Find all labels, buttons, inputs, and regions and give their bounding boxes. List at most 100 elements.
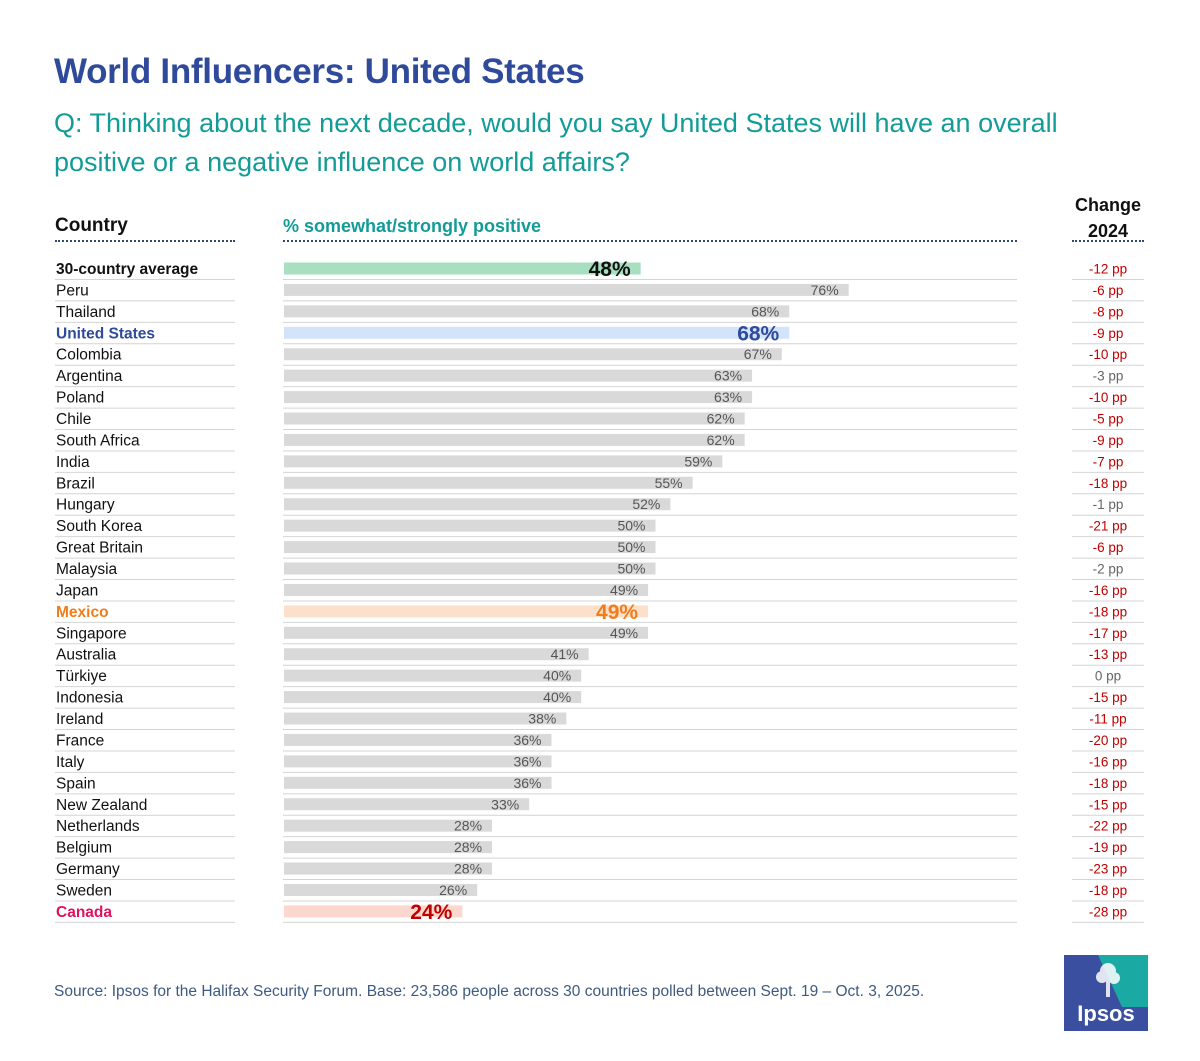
- change-value: -3 pp: [1093, 369, 1124, 384]
- country-label: Thailand: [56, 304, 115, 321]
- country-label: France: [56, 732, 104, 749]
- change-value: -15 pp: [1089, 797, 1127, 812]
- bar: [284, 905, 463, 918]
- bar-value-label: 52%: [632, 496, 660, 512]
- chart-row: Ireland 38% -11 pp: [55, 711, 1144, 731]
- country-label: 30-country average: [56, 261, 199, 278]
- country-label: Canada: [56, 904, 112, 921]
- change-value: -20 pp: [1089, 733, 1127, 748]
- change-value: -28 pp: [1089, 904, 1127, 919]
- bar-value-label: 59%: [684, 453, 712, 469]
- change-value: -9 pp: [1093, 326, 1124, 341]
- bar: [284, 776, 552, 789]
- chart-row: Indonesia 40% -15 pp: [55, 689, 1144, 709]
- bar-value-label: 28%: [454, 861, 482, 877]
- bar: [284, 712, 567, 725]
- change-value: -12 pp: [1089, 262, 1127, 277]
- chart-row: Singapore 49% -17 pp: [55, 625, 1144, 645]
- bar-value-label: 50%: [617, 561, 645, 577]
- bar: [284, 798, 530, 811]
- change-value: -5 pp: [1093, 412, 1124, 427]
- logo-wordmark: Ipsos: [1077, 1001, 1134, 1026]
- bar-value-label: 26%: [439, 882, 467, 898]
- bar: [284, 498, 671, 511]
- chart-row: Italy 36% -16 pp: [55, 753, 1144, 773]
- bar: [284, 262, 641, 275]
- chart-row: Colombia 67% -10 pp: [55, 346, 1144, 366]
- country-label: New Zealand: [56, 797, 147, 814]
- country-label: Colombia: [56, 347, 122, 364]
- country-label: Malaysia: [56, 561, 118, 578]
- bar-value-label: 24%: [410, 901, 452, 924]
- bar-value-label: 68%: [737, 322, 779, 345]
- chart-row: Canada 24% -28 pp: [55, 901, 1144, 924]
- chart-row: Hungary 52% -1 pp: [55, 496, 1144, 516]
- country-label: Argentina: [56, 368, 123, 385]
- bar: [284, 369, 753, 382]
- bar-value-label: 33%: [491, 796, 519, 812]
- bar-chart: 30-country average 48% -12 pp Peru 76% -6 pp T…: [55, 258, 1144, 924]
- bar: [284, 755, 552, 768]
- bar-value-label: 50%: [617, 518, 645, 534]
- change-value: -7 pp: [1093, 454, 1124, 469]
- country-label: Singapore: [56, 625, 127, 642]
- bar-value-label: 40%: [543, 689, 571, 705]
- bar-value-label: 28%: [454, 839, 482, 855]
- change-value: -13 pp: [1089, 647, 1127, 662]
- bar-value-label: 49%: [610, 625, 638, 641]
- country-label: Mexico: [56, 604, 109, 621]
- chart-row: Sweden 26% -18 pp: [55, 882, 1144, 902]
- change-value: -18 pp: [1089, 604, 1127, 619]
- bar: [284, 476, 693, 489]
- bar-value-label: 40%: [543, 668, 571, 684]
- bar: [284, 605, 649, 618]
- bar: [284, 819, 493, 832]
- country-label: United States: [56, 325, 155, 342]
- chart-row: Chile 62% -5 pp: [55, 411, 1144, 431]
- country-label: India: [56, 454, 90, 471]
- metric-header-divider: [283, 240, 1017, 242]
- bar-value-label: 49%: [610, 582, 638, 598]
- country-label: Poland: [56, 390, 104, 407]
- change-value: -21 pp: [1089, 519, 1127, 534]
- chart-row: South Korea 50% -21 pp: [55, 518, 1144, 538]
- chart-row: United States 68% -9 pp: [55, 322, 1144, 345]
- bar: [284, 733, 552, 746]
- ipsos-logo: Ipsos: [1064, 955, 1148, 1031]
- country-label: Italy: [56, 754, 85, 771]
- bar: [284, 283, 849, 296]
- change-value: -1 pp: [1093, 497, 1124, 512]
- chart-row: New Zealand 33% -15 pp: [55, 796, 1144, 816]
- bar-value-label: 63%: [714, 368, 742, 384]
- bar: [284, 391, 753, 404]
- bar: [284, 691, 582, 704]
- bar: [284, 648, 589, 661]
- change-value: -16 pp: [1089, 583, 1127, 598]
- bar: [284, 305, 790, 318]
- country-column-header: Country: [55, 215, 128, 236]
- country-label: Great Britain: [56, 540, 143, 557]
- country-label: Japan: [56, 582, 98, 599]
- change-value: -22 pp: [1089, 819, 1127, 834]
- chart-row: Spain 36% -18 pp: [55, 775, 1144, 795]
- bar-value-label: 41%: [551, 646, 579, 662]
- change-value: -11 pp: [1089, 712, 1126, 727]
- country-label: Brazil: [56, 475, 95, 492]
- chart-row: Netherlands 28% -22 pp: [55, 818, 1144, 838]
- chart-row: Argentina 63% -3 pp: [55, 368, 1144, 388]
- change-value: -16 pp: [1089, 754, 1127, 769]
- bar: [284, 348, 782, 361]
- country-label: South Africa: [56, 432, 140, 449]
- change-value: -8 pp: [1093, 304, 1124, 319]
- change-value: -19 pp: [1089, 840, 1127, 855]
- bar: [284, 412, 745, 425]
- chart-row: Türkiye 40% 0 pp: [55, 668, 1144, 688]
- chart-row: India 59% -7 pp: [55, 453, 1144, 473]
- country-label: Türkiye: [56, 668, 107, 685]
- bar: [284, 541, 656, 554]
- bar-value-label: 38%: [528, 711, 556, 727]
- change-value: -6 pp: [1093, 540, 1124, 555]
- bar: [284, 562, 656, 575]
- chart-row: France 36% -20 pp: [55, 732, 1144, 752]
- chart-row: Australia 41% -13 pp: [55, 646, 1144, 666]
